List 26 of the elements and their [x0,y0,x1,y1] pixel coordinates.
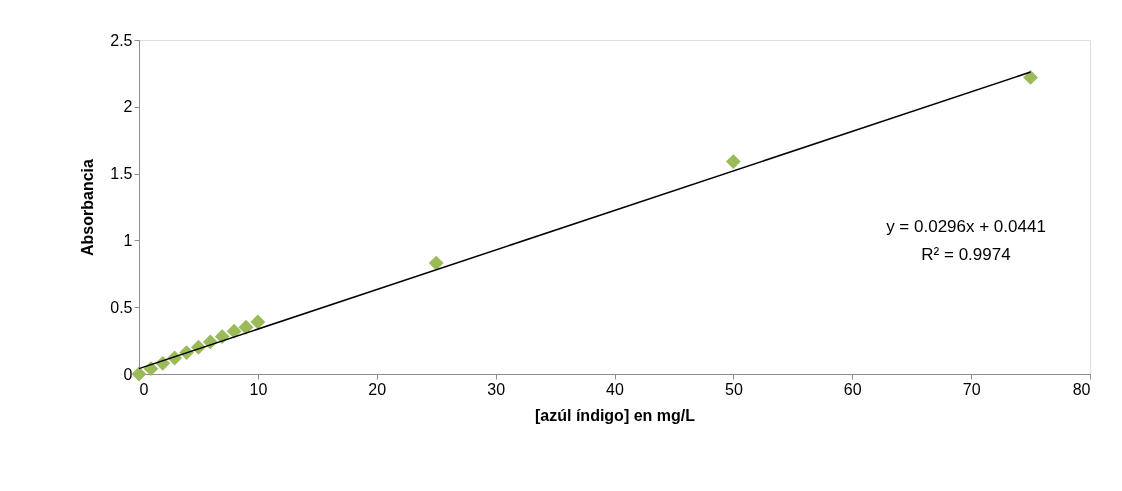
x-tick-label: 10 [249,380,268,398]
point [131,366,147,382]
annotation: y = 0.0296x + 0.0441 [886,217,1046,236]
y-tick-label: 0.5 [110,298,133,316]
point [1023,69,1038,85]
x-tick-label: 50 [724,380,743,398]
x-tick-label: 40 [606,380,624,398]
point [428,255,444,271]
annotation: R² = 0.9974 [921,245,1011,264]
x-tick-label: 60 [843,380,862,398]
y-axis-title: Absorbancia [79,158,97,256]
point [238,319,254,335]
point [226,323,242,339]
y-tick-label: 1 [123,231,133,249]
y-tick-label: 1.5 [110,165,133,183]
y-tick-label: 2.5 [110,31,133,49]
point [725,154,741,169]
x-tick-label: 70 [962,380,981,398]
x-axis-title: [azúl índigo] en mg/L [535,406,696,424]
x-tick-label: 20 [368,380,387,398]
x-tick-label: 80 [1072,380,1091,398]
x-tick-label: 0 [139,380,149,398]
y-tick-label: 0 [123,365,133,383]
point [250,314,266,330]
y-tick-label: 2 [123,98,133,116]
x-tick-label: 30 [487,380,506,398]
